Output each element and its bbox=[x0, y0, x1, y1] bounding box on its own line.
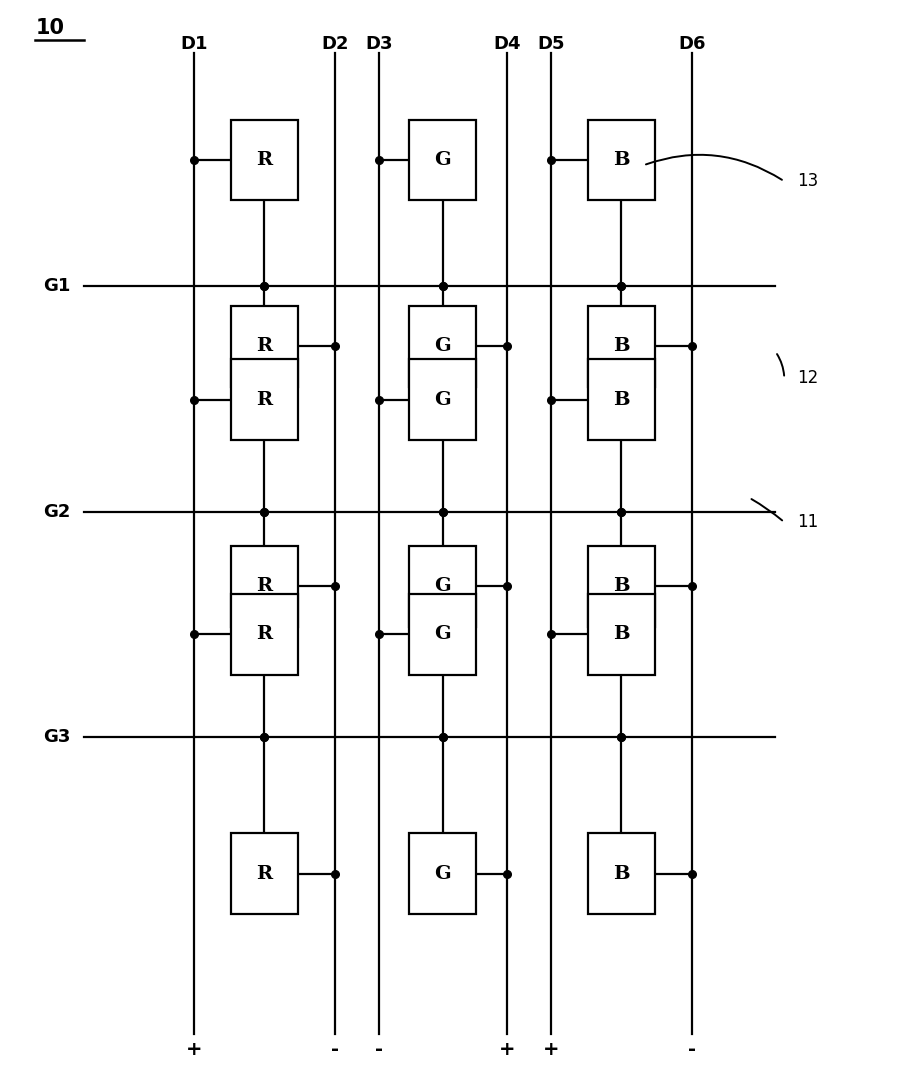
Text: 10: 10 bbox=[35, 17, 65, 38]
Bar bbox=[231, 359, 298, 440]
Text: D1: D1 bbox=[181, 36, 208, 53]
Text: R: R bbox=[256, 390, 272, 409]
Bar bbox=[409, 834, 476, 914]
Text: B: B bbox=[613, 865, 629, 883]
Text: G1: G1 bbox=[43, 277, 71, 295]
Text: 12: 12 bbox=[797, 370, 819, 387]
Text: D2: D2 bbox=[321, 36, 349, 53]
Text: -: - bbox=[688, 1040, 696, 1059]
Text: R: R bbox=[256, 625, 272, 644]
Text: +: + bbox=[499, 1040, 515, 1059]
Bar bbox=[588, 305, 654, 387]
Text: B: B bbox=[613, 390, 629, 409]
Text: G3: G3 bbox=[43, 728, 71, 747]
Text: D4: D4 bbox=[493, 36, 521, 53]
Text: G: G bbox=[434, 337, 451, 355]
Text: R: R bbox=[256, 337, 272, 355]
Bar bbox=[409, 546, 476, 626]
Text: +: + bbox=[186, 1040, 202, 1059]
Text: D5: D5 bbox=[537, 36, 565, 53]
Bar bbox=[231, 594, 298, 675]
Text: B: B bbox=[613, 151, 629, 168]
Text: G: G bbox=[434, 625, 451, 644]
Bar bbox=[231, 546, 298, 626]
Text: B: B bbox=[613, 337, 629, 355]
Bar bbox=[409, 359, 476, 440]
Text: R: R bbox=[256, 151, 272, 168]
Text: R: R bbox=[256, 577, 272, 595]
Text: -: - bbox=[331, 1040, 339, 1059]
Bar bbox=[409, 594, 476, 675]
Text: R: R bbox=[256, 865, 272, 883]
Bar bbox=[231, 305, 298, 387]
Text: 11: 11 bbox=[797, 513, 819, 532]
Text: G: G bbox=[434, 865, 451, 883]
Bar bbox=[231, 834, 298, 914]
Bar bbox=[231, 120, 298, 200]
Bar bbox=[588, 834, 654, 914]
Bar bbox=[409, 120, 476, 200]
Bar bbox=[588, 594, 654, 675]
Bar bbox=[588, 359, 654, 440]
Text: G2: G2 bbox=[43, 502, 71, 521]
Text: +: + bbox=[543, 1040, 559, 1059]
Text: G: G bbox=[434, 577, 451, 595]
Bar bbox=[588, 120, 654, 200]
Text: D3: D3 bbox=[365, 36, 393, 53]
Bar bbox=[588, 546, 654, 626]
Text: G: G bbox=[434, 390, 451, 409]
Text: G: G bbox=[434, 151, 451, 168]
Text: B: B bbox=[613, 625, 629, 644]
Text: D6: D6 bbox=[678, 36, 706, 53]
Text: B: B bbox=[613, 577, 629, 595]
Bar bbox=[409, 305, 476, 387]
Text: -: - bbox=[375, 1040, 383, 1059]
Text: 13: 13 bbox=[797, 173, 819, 190]
